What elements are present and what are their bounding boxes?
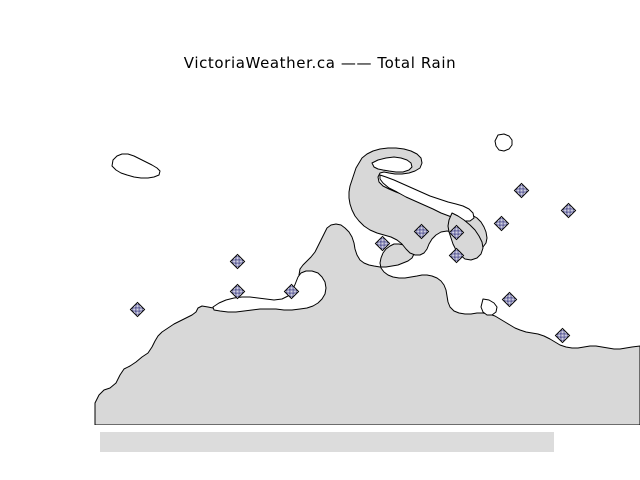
diamond-station-icon bbox=[283, 283, 300, 300]
station-marker[interactable] bbox=[501, 291, 518, 308]
legend-label bbox=[100, 432, 554, 452]
diamond-station-icon bbox=[493, 215, 510, 232]
diamond-station-icon bbox=[554, 327, 571, 344]
diamond-station-icon bbox=[229, 283, 246, 300]
legend-bar[interactable] bbox=[100, 432, 554, 452]
station-marker[interactable] bbox=[448, 247, 465, 264]
station-marker[interactable] bbox=[493, 215, 510, 232]
diamond-station-icon bbox=[129, 301, 146, 318]
diamond-station-icon bbox=[513, 182, 530, 199]
page-title: VictoriaWeather.ca —— Total Rain bbox=[183, 54, 457, 72]
diamond-station-icon bbox=[560, 202, 577, 219]
diamond-station-icon bbox=[448, 224, 465, 241]
map-canvas[interactable] bbox=[0, 85, 640, 425]
station-marker[interactable] bbox=[513, 182, 530, 199]
diamond-station-icon bbox=[413, 223, 430, 240]
diamond-station-icon bbox=[374, 235, 391, 252]
land-inlet-bay bbox=[212, 270, 327, 313]
station-marker[interactable] bbox=[229, 283, 246, 300]
diamond-station-icon bbox=[229, 253, 246, 270]
diamond-station-icon bbox=[501, 291, 518, 308]
station-marker[interactable] bbox=[229, 253, 246, 270]
land-southeast-notch bbox=[480, 298, 498, 316]
map-coastline-svg bbox=[94, 133, 640, 425]
station-marker[interactable] bbox=[560, 202, 577, 219]
diamond-station-icon bbox=[448, 247, 465, 264]
land-island-lagoon bbox=[371, 156, 413, 173]
station-marker[interactable] bbox=[448, 224, 465, 241]
land-islet-northwest bbox=[111, 153, 161, 179]
station-marker[interactable] bbox=[413, 223, 430, 240]
station-marker[interactable] bbox=[129, 301, 146, 318]
station-marker[interactable] bbox=[283, 283, 300, 300]
station-marker[interactable] bbox=[374, 235, 391, 252]
land-island-strait bbox=[379, 174, 475, 222]
land-mainland bbox=[94, 223, 640, 425]
station-marker[interactable] bbox=[554, 327, 571, 344]
land-islet-east bbox=[494, 133, 513, 152]
